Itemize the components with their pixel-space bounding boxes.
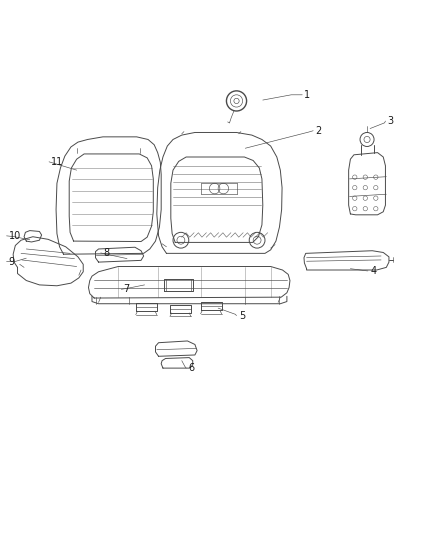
Text: 1: 1 bbox=[304, 90, 311, 100]
Text: 7: 7 bbox=[124, 284, 130, 294]
Text: 6: 6 bbox=[188, 363, 194, 373]
Text: 9: 9 bbox=[9, 257, 15, 266]
Text: 3: 3 bbox=[388, 116, 394, 126]
Text: 8: 8 bbox=[103, 248, 109, 258]
Text: 11: 11 bbox=[51, 157, 64, 167]
Text: 2: 2 bbox=[315, 126, 321, 136]
Text: 4: 4 bbox=[370, 266, 376, 276]
Text: 10: 10 bbox=[9, 231, 21, 241]
Text: 5: 5 bbox=[239, 311, 245, 320]
